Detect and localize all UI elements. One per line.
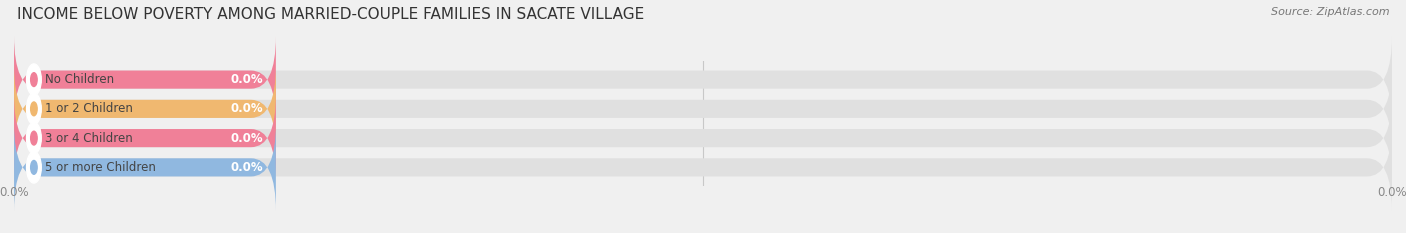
Circle shape bbox=[31, 73, 37, 86]
Text: 0.0%: 0.0% bbox=[0, 186, 30, 199]
Circle shape bbox=[27, 64, 41, 95]
Text: 0.0%: 0.0% bbox=[1376, 186, 1406, 199]
Text: 0.0%: 0.0% bbox=[231, 102, 263, 115]
Text: 3 or 4 Children: 3 or 4 Children bbox=[45, 132, 134, 145]
Text: INCOME BELOW POVERTY AMONG MARRIED-COUPLE FAMILIES IN SACATE VILLAGE: INCOME BELOW POVERTY AMONG MARRIED-COUPL… bbox=[17, 7, 644, 22]
Circle shape bbox=[31, 131, 37, 145]
FancyBboxPatch shape bbox=[14, 124, 1392, 211]
Text: No Children: No Children bbox=[45, 73, 114, 86]
FancyBboxPatch shape bbox=[14, 65, 276, 152]
Text: 1 or 2 Children: 1 or 2 Children bbox=[45, 102, 134, 115]
FancyBboxPatch shape bbox=[14, 36, 276, 123]
Circle shape bbox=[31, 102, 37, 116]
Text: 0.0%: 0.0% bbox=[231, 132, 263, 145]
Text: 0.0%: 0.0% bbox=[231, 73, 263, 86]
Circle shape bbox=[27, 123, 41, 154]
Circle shape bbox=[27, 152, 41, 183]
FancyBboxPatch shape bbox=[14, 124, 276, 211]
Circle shape bbox=[27, 93, 41, 124]
FancyBboxPatch shape bbox=[14, 36, 1392, 123]
FancyBboxPatch shape bbox=[14, 95, 276, 182]
FancyBboxPatch shape bbox=[14, 95, 1392, 182]
Text: Source: ZipAtlas.com: Source: ZipAtlas.com bbox=[1271, 7, 1389, 17]
Text: 0.0%: 0.0% bbox=[231, 161, 263, 174]
FancyBboxPatch shape bbox=[14, 65, 1392, 152]
Circle shape bbox=[31, 161, 37, 174]
Text: 5 or more Children: 5 or more Children bbox=[45, 161, 156, 174]
